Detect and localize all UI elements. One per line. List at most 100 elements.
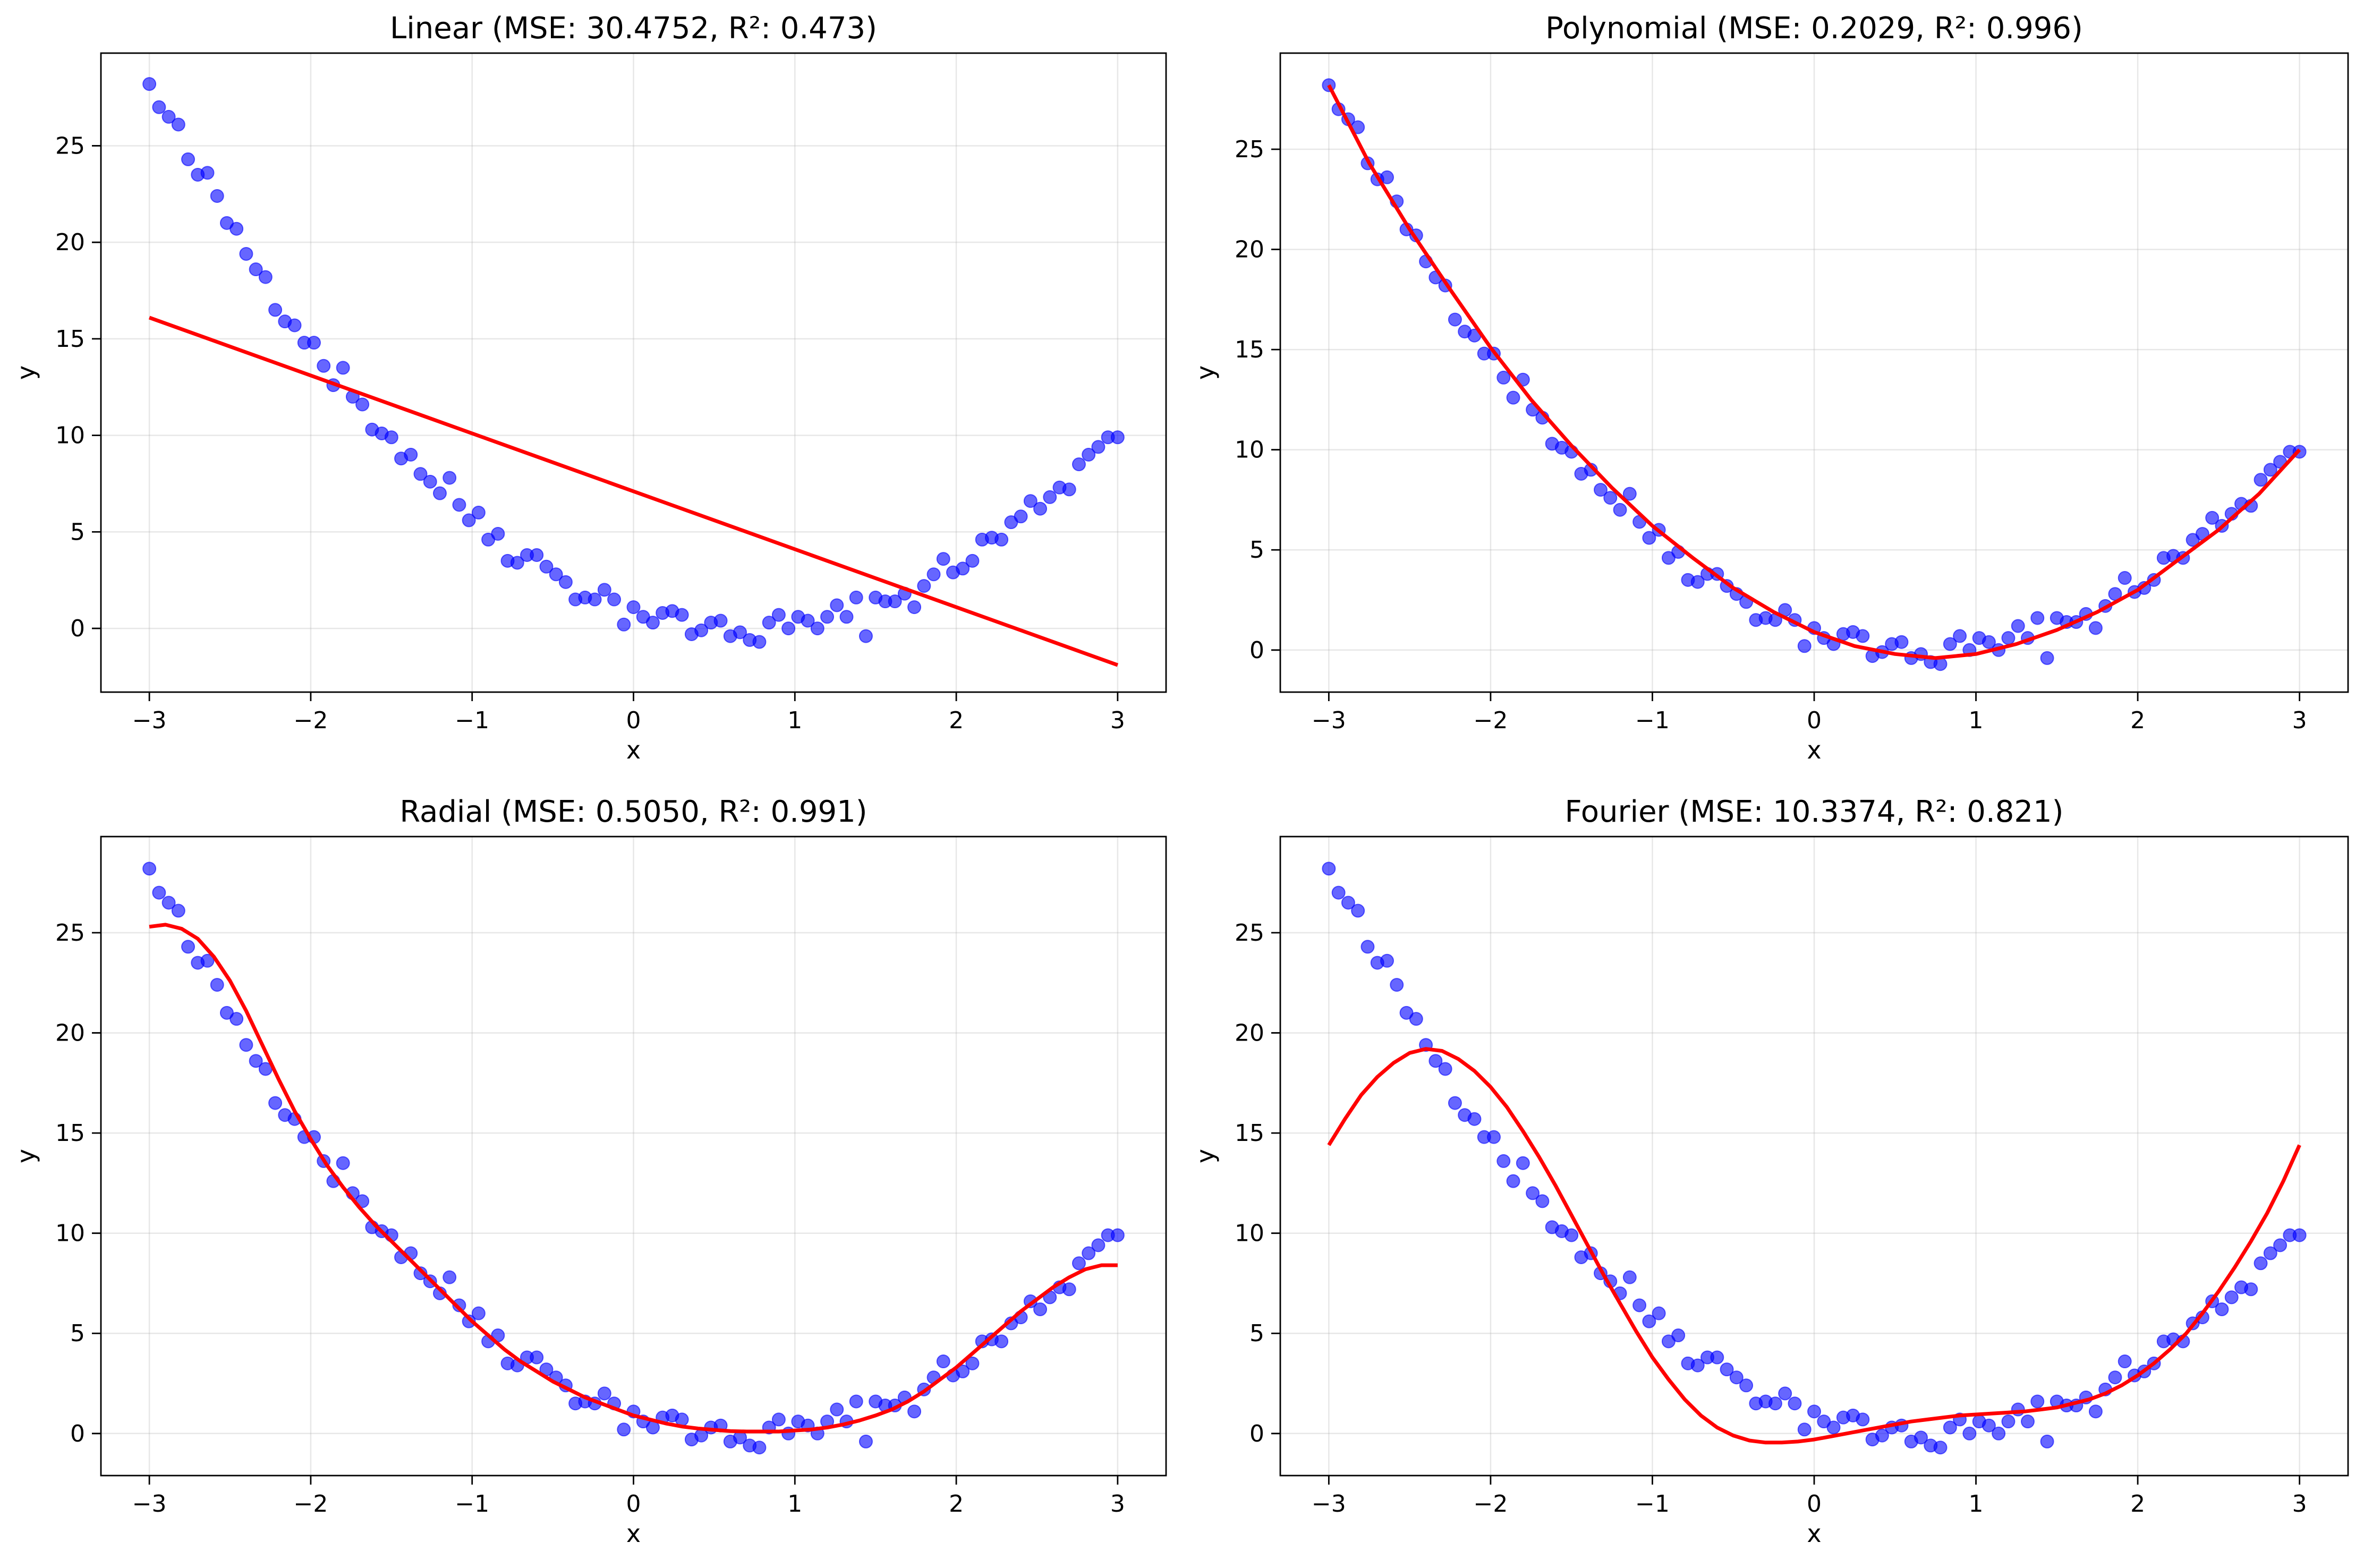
data-point <box>142 862 157 876</box>
data-point <box>1390 978 1404 992</box>
data-point <box>2273 1238 2288 1252</box>
data-point <box>171 117 185 132</box>
x-axis-label: x <box>626 736 641 764</box>
data-point <box>713 613 728 628</box>
data-point <box>1594 483 1608 497</box>
data-point <box>1082 1246 1096 1260</box>
data-point <box>626 600 641 615</box>
data-point <box>1642 1314 1656 1328</box>
data-point <box>336 361 350 375</box>
fit-line <box>1327 84 2301 660</box>
data-point <box>1953 629 1967 643</box>
data-point <box>1091 440 1106 454</box>
fit-line <box>148 316 1119 667</box>
data-point <box>1526 1186 1540 1200</box>
y-tick-label: 0 <box>1249 1420 1264 1447</box>
x-tick-label: −2 <box>293 707 328 734</box>
data-point <box>597 1386 611 1401</box>
data-point <box>491 526 505 541</box>
data-point <box>1380 170 1394 184</box>
data-point <box>384 430 398 445</box>
data-point <box>530 548 544 562</box>
data-point <box>1943 1420 1957 1435</box>
data-point <box>249 1054 263 1068</box>
x-tick-label: 2 <box>2130 707 2145 734</box>
data-point <box>2244 1282 2258 1297</box>
data-point <box>2254 473 2268 487</box>
data-point <box>1341 896 1355 910</box>
y-tick-label: 5 <box>1249 1320 1264 1347</box>
data-point <box>994 1334 1009 1349</box>
y-tick-label: 5 <box>70 1320 85 1347</box>
data-point <box>1962 1426 1977 1441</box>
data-point <box>171 904 185 918</box>
data-point <box>2040 651 2054 665</box>
data-point <box>1642 531 1656 545</box>
data-point <box>617 617 631 632</box>
data-point <box>307 336 321 350</box>
data-point <box>1448 312 1462 327</box>
y-axis-label: y <box>12 365 40 380</box>
data-point <box>1467 1112 1482 1126</box>
data-point <box>675 608 689 622</box>
data-point <box>1622 487 1637 501</box>
data-point <box>1720 1362 1734 1377</box>
data-point <box>229 1012 244 1026</box>
data-point <box>781 621 796 636</box>
data-point <box>2205 510 2220 525</box>
x-tick-label: 3 <box>1110 1490 1125 1518</box>
data-point <box>1710 1350 1724 1365</box>
chart-panel-1: −3 −2 −1 0 1 2 3 0 5 10 15 20 25 Linear (MSE: 30.4752… <box>12 11 1167 764</box>
x-tick-label: −1 <box>455 1490 489 1518</box>
data-point <box>462 513 476 527</box>
data-point <box>317 359 331 373</box>
data-point <box>200 166 215 180</box>
data-point <box>2224 1290 2239 1305</box>
data-point <box>2263 1246 2277 1260</box>
data-point <box>607 592 622 607</box>
data-point <box>820 610 835 624</box>
data-point <box>801 613 815 628</box>
x-tick-label: −3 <box>1312 707 1346 734</box>
x-tick-label: 3 <box>2292 1490 2307 1518</box>
data-point <box>510 556 524 570</box>
x-tick-label: −2 <box>1473 1490 1508 1518</box>
data-point <box>936 1354 950 1369</box>
y-tick-label: 5 <box>1249 536 1264 564</box>
data-point <box>1797 1422 1812 1437</box>
data-point <box>152 885 166 900</box>
data-point <box>830 598 844 612</box>
x-axis-label: x <box>1807 1519 1821 1548</box>
data-point <box>471 505 486 519</box>
data-point <box>965 553 980 568</box>
data-point <box>1729 1370 1744 1385</box>
data-point <box>1943 637 1957 651</box>
data-point <box>1535 1194 1550 1208</box>
x-tick-label: 1 <box>787 1490 802 1518</box>
y-tick-label: 5 <box>70 518 85 546</box>
data-point <box>1933 1441 1948 1455</box>
x-tick-label: 1 <box>1969 1490 1984 1518</box>
y-tick-label: 20 <box>55 229 85 256</box>
y-tick-label: 15 <box>55 326 85 353</box>
data-point <box>1033 1302 1048 1316</box>
data-point <box>1788 1396 1802 1411</box>
chart-title: Radial (MSE: 0.5050, R²: 0.991) <box>399 795 867 829</box>
data-point <box>2108 1370 2122 1385</box>
data-point <box>1487 1130 1501 1144</box>
data-point <box>258 270 273 284</box>
data-point <box>413 467 428 481</box>
y-tick-label: 20 <box>1235 236 1264 263</box>
data-point <box>1894 635 1909 649</box>
data-point <box>1409 1012 1423 1026</box>
chart-title: Fourier (MSE: 10.3374, R²: 0.821) <box>1565 795 2064 829</box>
y-tick-label: 20 <box>55 1020 85 1047</box>
data-point <box>1992 1426 2006 1441</box>
data-point <box>462 1314 476 1328</box>
data-point <box>181 152 195 166</box>
data-point <box>771 1412 786 1427</box>
x-tick-label: −1 <box>455 707 489 734</box>
x-tick-label: 2 <box>2130 1490 2145 1518</box>
y-tick-label: 25 <box>1235 136 1264 163</box>
fit-line <box>149 923 1118 1434</box>
